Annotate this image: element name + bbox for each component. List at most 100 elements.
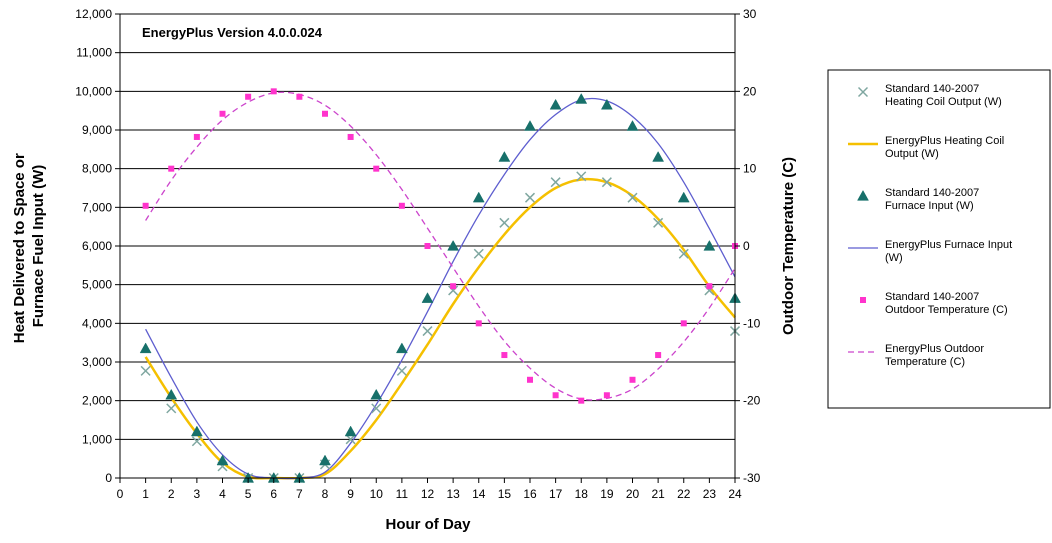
legend-label: Output (W): [885, 148, 939, 160]
data-point: [552, 392, 559, 399]
y2-axis-title: Outdoor Temperature (C): [780, 157, 797, 335]
y-tick-label: 7,000: [82, 200, 112, 214]
x-tick-label: 3: [194, 487, 201, 501]
legend-label: Furnace Input (W): [885, 200, 974, 212]
data-point: [296, 93, 303, 100]
x-axis-title: Hour of Day: [385, 516, 471, 533]
x-tick-label: 14: [472, 487, 486, 501]
series-markers-0: [140, 171, 741, 484]
y2-tick-label: 10: [743, 162, 757, 176]
data-point: [450, 283, 457, 290]
data-point: [421, 292, 434, 303]
data-point: [576, 171, 587, 182]
series-line-5: [145, 91, 736, 401]
y-tick-label: 5,000: [82, 278, 112, 292]
data-point: [422, 326, 433, 337]
data-point: [680, 320, 687, 327]
x-tick-label: 7: [296, 487, 303, 501]
y-axis-title-line-2: Furnace Fuel Input (W): [30, 165, 47, 328]
y-tick-label: 2,000: [82, 394, 112, 408]
x-tick-label: 0: [117, 487, 124, 501]
legend-label: Temperature (C): [885, 356, 965, 368]
data-point: [140, 365, 151, 376]
legend-label: Heating Coil Output (W): [885, 96, 1002, 108]
x-tick-label: 10: [370, 487, 384, 501]
y-tick-label: 6,000: [82, 239, 112, 253]
data-point: [498, 151, 511, 162]
y2-tick-label: -20: [743, 394, 761, 408]
legend-swatch: [857, 86, 869, 98]
data-point: [578, 397, 585, 404]
legend-frame: [827, 69, 1051, 409]
y-tick-label: 10,000: [75, 84, 112, 98]
data-point: [524, 192, 536, 203]
x-tick-label: 20: [626, 487, 640, 501]
data-point: [549, 98, 562, 110]
series-markers-4: [142, 88, 738, 404]
legend-entry-3: EnergyPlus Furnace Input(W): [848, 239, 1012, 264]
data-point: [344, 425, 357, 437]
data-point: [396, 365, 407, 376]
data-point: [166, 403, 177, 414]
x-tick-label: 12: [421, 487, 435, 501]
x-tick-label: 11: [396, 487, 409, 501]
data-point: [373, 165, 380, 172]
data-point: [395, 342, 408, 354]
data-point: [191, 436, 202, 447]
legend-label: Standard 140-2007: [885, 291, 979, 303]
axes: 0 1,000 2,000 3,000 4,000 5,000 6,000 7,000 8,00…: [75, 7, 760, 501]
data-point: [475, 320, 482, 327]
data-point: [575, 93, 588, 104]
y-axis-title-line-1: Heat Delivered to Space or: [11, 153, 28, 343]
data-point: [655, 352, 662, 359]
data-point: [398, 202, 405, 209]
legend-swatch: [857, 189, 869, 201]
data-point: [370, 388, 383, 400]
data-point: [447, 239, 460, 251]
y-tick-label: 4,000: [82, 316, 112, 330]
x-tick-label: 9: [347, 487, 354, 501]
y2-tick-label: -30: [743, 471, 761, 485]
y2-tick-label: 0: [743, 239, 750, 253]
y-tick-label: 0: [105, 471, 112, 485]
data-point: [473, 248, 484, 259]
series-layer: [139, 88, 741, 484]
legend-label: Standard 140-2007: [885, 83, 979, 95]
data-point: [600, 98, 613, 110]
data-point: [193, 133, 200, 140]
x-tick-label: 24: [728, 487, 742, 501]
x-tick-label: 23: [703, 487, 717, 501]
data-point: [629, 376, 636, 383]
data-point: [706, 283, 713, 290]
data-point: [319, 454, 331, 466]
legend-label: Outdoor Temperature (C): [885, 304, 1008, 316]
x-tick-label: 16: [523, 487, 537, 501]
data-point: [678, 248, 689, 259]
x-tick-label: 2: [168, 487, 175, 501]
data-point: [270, 88, 277, 95]
y2-tick-label: -10: [743, 316, 761, 330]
data-point: [424, 243, 431, 249]
x-tick-label: 4: [219, 487, 226, 501]
data-point: [347, 133, 354, 140]
data-point: [139, 342, 152, 354]
data-point: [703, 239, 716, 251]
series-markers-2: [139, 93, 741, 483]
data-point: [245, 93, 252, 100]
y-tick-label: 1,000: [82, 432, 112, 446]
x-tick-label: 5: [245, 487, 252, 501]
legend-label: (W): [885, 252, 903, 264]
data-point: [550, 177, 561, 188]
x-tick-label: 22: [677, 487, 691, 501]
x-tick-label: 19: [600, 487, 614, 501]
x-tick-label: 1: [142, 487, 149, 501]
data-point: [601, 177, 612, 188]
series-line-1: [144, 177, 736, 480]
y-tick-label: 3,000: [82, 355, 112, 369]
